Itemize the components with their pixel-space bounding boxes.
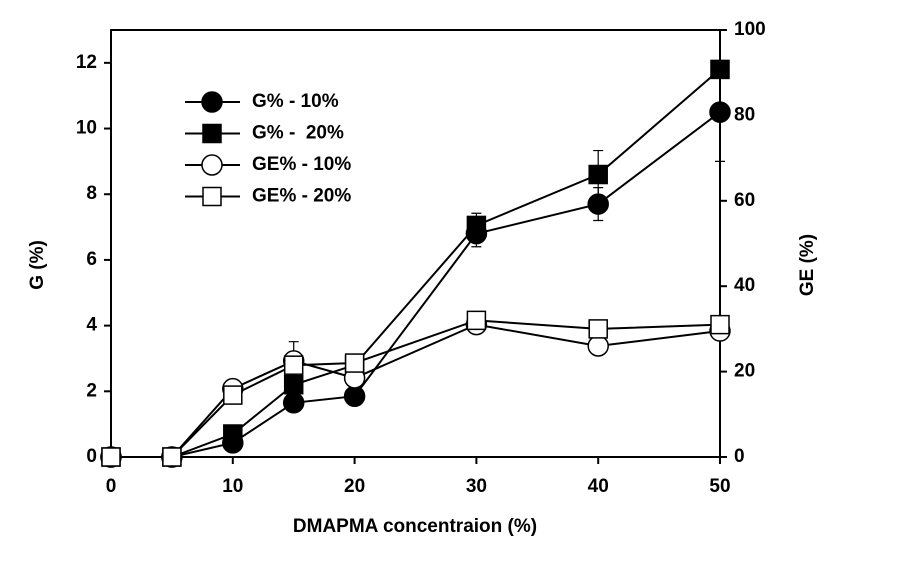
y2-tick-label: 20 [734, 361, 755, 382]
series-line [111, 319, 721, 458]
marker [101, 447, 121, 467]
marker [466, 215, 487, 236]
marker [588, 164, 608, 185]
marker [343, 385, 366, 407]
x-tick-label: 20 [344, 476, 365, 497]
y-axis-label: G (%) [27, 240, 48, 290]
y2-tick-label: 40 [734, 275, 755, 296]
legend-label: GE% - 10% [252, 154, 351, 175]
y-tick-label: 2 [86, 380, 97, 401]
marker [283, 355, 304, 375]
x-tick-label: 50 [709, 476, 730, 497]
legend-marker [202, 123, 222, 144]
legend-label: G% - 20% [252, 123, 344, 144]
legend-label: GE% - 20% [252, 186, 351, 207]
legend-marker [202, 186, 222, 207]
x-tick-label: 10 [222, 476, 243, 497]
x-tick-label: 40 [588, 476, 609, 497]
y-tick-label: 0 [86, 446, 97, 467]
marker [588, 319, 608, 339]
x-axis-label: DMAPMA concentraion (%) [293, 516, 537, 537]
marker [282, 392, 305, 414]
y2-tick-label: 100 [734, 19, 766, 40]
series-line [111, 323, 721, 458]
marker [223, 424, 243, 444]
marker [709, 101, 731, 123]
legend-marker [201, 154, 223, 176]
x-tick-label: 30 [466, 476, 487, 497]
y-tick-label: 4 [86, 315, 97, 336]
y-tick-label: 6 [86, 249, 97, 270]
legend-marker [201, 91, 223, 113]
y-tick-label: 12 [76, 52, 97, 73]
y2-tick-label: 60 [734, 190, 755, 211]
marker [587, 335, 609, 357]
marker [710, 59, 730, 80]
legend-label: G% - 10% [252, 91, 339, 112]
marker [466, 310, 487, 331]
y2-axis-label: GE (%) [797, 234, 818, 296]
series-line [111, 68, 721, 458]
y2-tick-label: 80 [734, 104, 755, 125]
marker [344, 353, 365, 373]
marker [223, 385, 243, 405]
x-tick-label: 0 [106, 476, 117, 497]
y-tick-label: 8 [86, 183, 97, 204]
plot-frame [110, 29, 721, 458]
y-tick-label: 10 [76, 118, 97, 139]
y2-tick-label: 0 [734, 446, 745, 467]
marker [710, 314, 730, 335]
marker [162, 447, 182, 467]
